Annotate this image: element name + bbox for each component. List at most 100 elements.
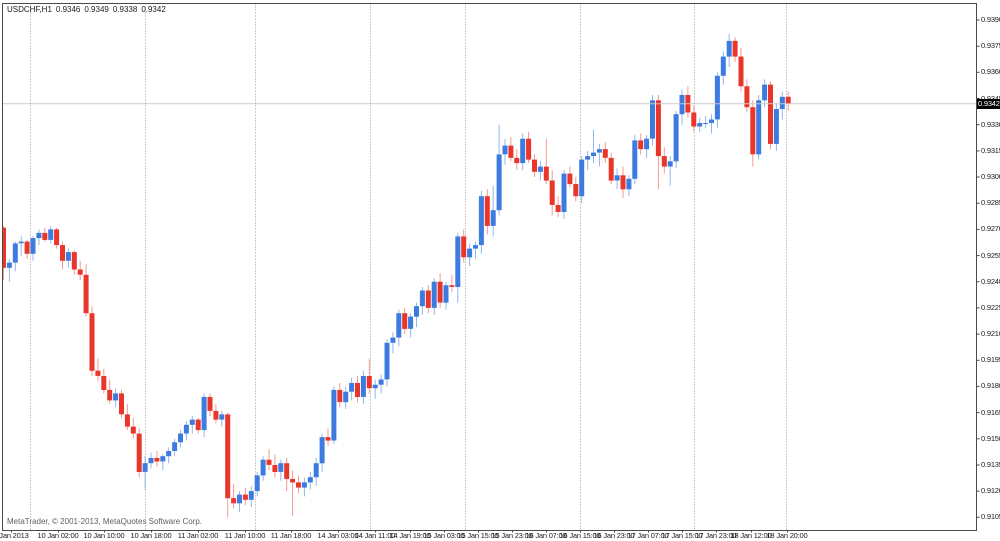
bear-candle-body [738,56,744,87]
bear-candle-body [567,173,573,185]
time-axis-label: 14 Jan 03:00 [317,531,359,540]
bear-candle-body [661,156,667,167]
bull-candle-body [473,245,478,249]
bull-candle-body [372,384,378,389]
bull-candle-body [419,290,425,307]
bull-candle-body [779,96,785,109]
bear-candle-body [231,498,237,504]
bull-candle-body [697,123,703,127]
bear-candle-body [461,236,467,258]
bear-candle-body [526,138,532,160]
bear-candle-body [24,241,30,254]
bull-candle-body [537,166,543,172]
symbol-ohlc-readout: USDCHF,H1 0.9346 0.9349 0.9338 0.9342 [7,5,170,14]
price-axis-label: 0.9315 [981,145,1000,155]
bull-candle-body [773,109,779,144]
bull-candle-body [714,75,720,120]
bull-candle-body [650,100,655,139]
bear-candle-body [195,419,201,431]
bear-candle-body [136,433,142,472]
bear-candle-body [154,458,160,462]
bull-candle-body [414,306,419,317]
bear-candle-body [107,389,113,401]
bull-candle-body [502,145,508,155]
bull-candle-body [65,252,71,261]
bull-candle-body [431,281,437,308]
bull-candle-body [378,379,384,385]
bull-candle-body [756,100,762,155]
bear-candle-body [54,229,60,246]
bull-candle-body [720,56,726,76]
bull-candle-body [579,159,585,197]
bull-candle-body [172,442,178,451]
bull-candle-body [591,152,596,157]
bull-candle-body [113,393,119,401]
bear-candle-body [42,232,48,240]
bull-candle-body [30,238,36,254]
plot-border [2,3,977,531]
bull-candle-body [478,196,484,246]
time-axis-label: 15 Jan 23:00 [491,531,533,540]
bull-candle-body [679,95,685,115]
price-axis-label: 0.9375 [981,41,1000,51]
bear-candle-body [402,313,408,329]
bear-candle-body [325,437,331,441]
price-axis-label: 0.9285 [981,198,1000,208]
bull-candle-body [467,248,473,258]
metatrader-watermark: MetaTrader, © 2001-2013, MetaQuotes Soft… [7,517,203,526]
bull-candle-body [455,236,461,287]
bear-candle-body [77,269,83,275]
bull-candle-body [632,140,638,179]
bull-candle-body [726,40,732,57]
time-axis-label: 15 Jan 15:00 [457,531,499,540]
time-axis-label: 9 Jan 2013 [0,531,29,540]
bear-candle-body [573,184,579,197]
bull-candle-body [443,285,449,303]
bear-candle-body [89,313,95,371]
time-axis-label: 10 Jan 10:00 [83,531,125,540]
bull-candle-body [520,138,526,164]
bear-candle-body [95,370,101,376]
bear-candle-body [543,166,549,181]
price-axis-label: 0.9195 [981,355,1000,365]
bull-candle-body [278,463,284,472]
bear-candle-body [608,157,614,181]
price-axis-label: 0.9105 [981,512,1000,522]
bear-candle-body [744,86,750,108]
bull-candle-body [349,383,355,392]
bear-candle-body [514,157,520,164]
bear-candle-body [272,465,278,472]
bull-candle-body [614,175,620,181]
time-axis-label: 15 Jan 03:00 [423,531,465,540]
bull-candle-body [408,316,414,329]
time-axis-label: 14 Jan 19:00 [389,531,431,540]
bull-candle-body [219,414,225,420]
bear-candle-body [549,180,555,205]
price-axis-label: 0.9225 [981,302,1000,312]
time-axis-label: 16 Jan 23:00 [593,531,635,540]
bear-candle-body [242,494,248,500]
bull-candle-body [142,463,148,472]
bear-candle-body [750,107,756,155]
time-axis-label: 18 Jan 20:00 [766,531,808,540]
bull-candle-body [6,262,12,268]
bull-candle-body [313,463,319,478]
bull-candle-body [178,433,183,443]
bear-candle-body [266,459,272,465]
time-axis-label: 17 Jan 15:00 [661,531,703,540]
bear-candle-body [213,410,219,420]
bear-candle-body [691,112,697,127]
time-axis-label: 11 Jan 10:00 [224,531,266,540]
bull-candle-body [496,154,502,211]
time-axis-label: 17 Jan 07:00 [627,531,669,540]
bull-candle-body [626,178,632,190]
bull-candle-body [703,123,709,124]
bull-candle-body [490,210,496,226]
price-axis-label: 0.9135 [981,459,1000,469]
